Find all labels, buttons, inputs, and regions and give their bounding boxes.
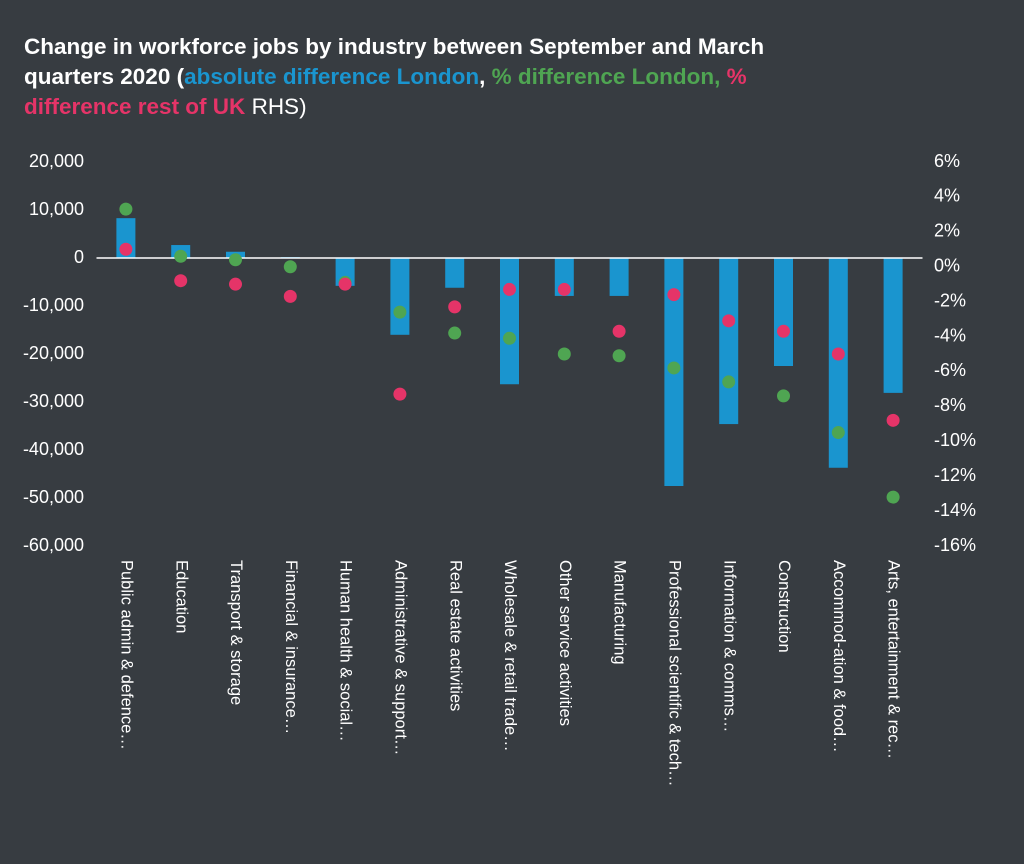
dot — [612, 324, 626, 338]
y2-tick-label: -14% — [934, 500, 976, 520]
dot — [448, 300, 462, 314]
dot — [503, 282, 516, 296]
y2-tick-label: 0% — [934, 255, 960, 275]
dot — [886, 413, 900, 427]
title-segment: % difference London, — [491, 64, 721, 89]
dot — [229, 277, 242, 291]
title-segment: , — [479, 64, 492, 89]
dot — [557, 282, 571, 296]
bar — [719, 258, 739, 425]
y-tick-label: -50,000 — [23, 487, 84, 507]
x-tick-label: Financial & insurance… — [282, 560, 300, 734]
bar — [609, 258, 629, 296]
title-segment: Change in workforce jobs by industry bet… — [24, 34, 771, 89]
dot — [831, 347, 845, 361]
bar — [390, 258, 410, 335]
dot — [393, 387, 407, 401]
dot — [229, 253, 242, 267]
y-tick-label: 0 — [74, 247, 84, 267]
x-tick-label: Administrative & support… — [392, 560, 410, 755]
dot — [338, 277, 352, 291]
x-tick-label: Real estate activities — [446, 560, 464, 711]
x-tick-label: Other service activities — [556, 560, 574, 726]
bar — [500, 258, 519, 385]
y-tick-label: 10,000 — [29, 199, 84, 219]
x-tick-label: Public admin & defence… — [118, 560, 136, 750]
y-tick-label: -10,000 — [23, 295, 84, 315]
dot — [777, 324, 790, 338]
x-tick-label: Arts, entertainment & rec… — [885, 560, 903, 759]
bar — [774, 258, 793, 366]
title-segment: % difference rest of UK — [24, 64, 753, 119]
x-tick-label: Manufacturing — [611, 560, 629, 665]
y2-tick-label: 4% — [934, 186, 960, 206]
x-tick-label: Accommod-ation & food… — [830, 560, 848, 753]
chart-title: Change in workforce jobs by industry bet… — [24, 32, 824, 122]
y2-tick-label: -6% — [934, 360, 966, 380]
y2-tick-label: -10% — [934, 430, 976, 450]
dot — [119, 242, 133, 256]
y2-tick-label: -2% — [934, 290, 966, 310]
dot — [667, 288, 681, 302]
x-tick-label: Human health & social… — [337, 560, 355, 742]
y-tick-label: -30,000 — [23, 391, 84, 411]
y2-tick-label: 6% — [934, 151, 960, 171]
dot — [448, 326, 462, 340]
x-tick-label: Transport & storage — [227, 560, 245, 705]
y2-tick-label: -4% — [934, 325, 966, 345]
dot — [393, 305, 407, 319]
bar — [828, 258, 848, 468]
title-segment: absolute difference London — [184, 64, 480, 89]
x-tick-label: Construction — [775, 560, 793, 653]
dot — [722, 314, 736, 328]
dot — [612, 349, 626, 363]
dot — [174, 249, 188, 263]
x-tick-label: Wholesale & retail trade… — [501, 560, 519, 752]
bar — [445, 258, 465, 288]
x-tick-label: Education — [172, 560, 190, 633]
y-tick-label: -60,000 — [23, 535, 84, 555]
dot — [283, 260, 297, 274]
dot — [557, 347, 571, 361]
dot — [831, 426, 845, 440]
y-tick-label: -40,000 — [23, 439, 84, 459]
dot — [503, 331, 516, 345]
title-segment: RHS) — [245, 94, 307, 119]
y2-tick-label: -16% — [934, 535, 976, 555]
y-tick-label: -20,000 — [23, 343, 84, 363]
y2-tick-label: -8% — [934, 395, 966, 415]
y2-tick-label: -12% — [934, 465, 976, 485]
dot — [777, 389, 790, 403]
dot — [886, 490, 900, 504]
y-tick-label: 20,000 — [29, 151, 84, 171]
x-tick-label: Professional scientific & tech… — [666, 560, 684, 787]
dot — [119, 202, 133, 216]
dot — [667, 361, 681, 375]
y2-tick-label: 2% — [934, 221, 960, 241]
bar — [883, 258, 903, 393]
dot — [722, 375, 736, 389]
dot — [283, 289, 297, 303]
x-tick-label: Information & comms… — [720, 560, 738, 732]
dot — [174, 274, 188, 288]
